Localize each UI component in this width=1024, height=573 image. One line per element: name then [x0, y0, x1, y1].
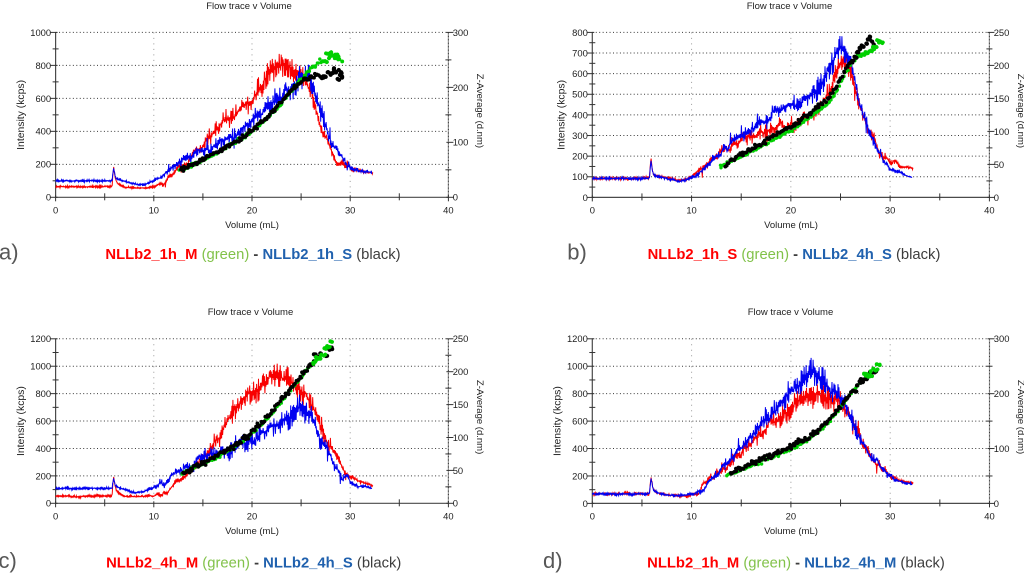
svg-text:200: 200 — [994, 60, 1010, 71]
svg-text:1000: 1000 — [30, 27, 51, 38]
svg-text:20: 20 — [786, 511, 796, 522]
svg-text:250: 250 — [453, 333, 469, 344]
svg-text:800: 800 — [35, 60, 51, 71]
svg-text:10: 10 — [686, 205, 696, 216]
svg-text:Z-Average (d.nm): Z-Average (d.nm) — [1015, 74, 1024, 148]
svg-text:100: 100 — [994, 126, 1010, 137]
svg-text:1000: 1000 — [30, 361, 51, 372]
svg-text:100: 100 — [994, 443, 1010, 454]
svg-text:Flow trace v Volume: Flow trace v Volume — [748, 307, 834, 318]
svg-text:NLLb2_1h_S (green) - NLLb2_4h_: NLLb2_1h_S (green) - NLLb2_4h_S (black) — [648, 247, 941, 263]
svg-text:30: 30 — [345, 511, 355, 522]
svg-text:40: 40 — [443, 205, 453, 216]
svg-text:Intensity (kcps): Intensity (kcps) — [16, 80, 27, 150]
svg-text:30: 30 — [345, 205, 355, 216]
svg-text:20: 20 — [247, 205, 257, 216]
svg-text:10: 10 — [149, 511, 159, 522]
svg-text:200: 200 — [572, 470, 588, 481]
svg-text:Z-Average (d.nm): Z-Average (d.nm) — [474, 74, 485, 148]
svg-text:30: 30 — [885, 205, 895, 216]
svg-text:0: 0 — [53, 205, 58, 216]
svg-text:Volume (mL): Volume (mL) — [225, 220, 279, 231]
svg-text:40: 40 — [984, 205, 994, 216]
svg-text:1200: 1200 — [30, 333, 51, 344]
svg-text:20: 20 — [247, 511, 257, 522]
svg-text:250: 250 — [994, 27, 1010, 38]
svg-text:600: 600 — [35, 93, 51, 104]
svg-text:NLLb2_1h_M (green) - NLLb2_4h_: NLLb2_1h_M (green) - NLLb2_4h_M (black) — [647, 556, 945, 572]
svg-text:Flow trace v Volume: Flow trace v Volume — [747, 1, 833, 12]
svg-text:Volume (mL): Volume (mL) — [764, 526, 818, 537]
svg-text:100: 100 — [572, 171, 588, 182]
svg-text:50: 50 — [994, 159, 1004, 170]
svg-text:100: 100 — [453, 432, 469, 443]
svg-text:0: 0 — [994, 192, 999, 203]
svg-text:0: 0 — [583, 192, 588, 203]
svg-text:10: 10 — [686, 511, 696, 522]
svg-text:0: 0 — [583, 498, 588, 509]
svg-text:300: 300 — [572, 130, 588, 141]
svg-text:200: 200 — [35, 159, 51, 170]
svg-text:20: 20 — [786, 205, 796, 216]
svg-text:200: 200 — [994, 388, 1010, 399]
svg-text:200: 200 — [35, 470, 51, 481]
svg-text:0: 0 — [453, 192, 458, 203]
svg-text:400: 400 — [35, 126, 51, 137]
svg-text:800: 800 — [572, 388, 588, 399]
svg-text:0: 0 — [994, 498, 999, 509]
svg-text:100: 100 — [453, 137, 469, 148]
svg-text:400: 400 — [572, 109, 588, 120]
svg-text:200: 200 — [453, 82, 469, 93]
svg-text:800: 800 — [572, 27, 588, 38]
svg-text:Intensity (kcps): Intensity (kcps) — [553, 386, 564, 456]
svg-text:NLLb2_4h_M (green) - NLLb2_4h_: NLLb2_4h_M (green) - NLLb2_4h_S (black) — [106, 556, 401, 572]
svg-text:Intensity (kcps): Intensity (kcps) — [556, 80, 567, 150]
svg-text:c): c) — [0, 548, 17, 573]
svg-text:800: 800 — [35, 388, 51, 399]
svg-text:0: 0 — [53, 511, 58, 522]
svg-text:150: 150 — [994, 93, 1010, 104]
svg-text:a): a) — [0, 240, 19, 265]
svg-text:1000: 1000 — [567, 361, 588, 372]
svg-text:400: 400 — [572, 443, 588, 454]
svg-text:200: 200 — [572, 151, 588, 162]
svg-text:Z-Average (d.nm): Z-Average (d.nm) — [474, 380, 485, 454]
svg-text:600: 600 — [35, 415, 51, 426]
svg-text:1200: 1200 — [567, 333, 588, 344]
svg-text:40: 40 — [443, 511, 453, 522]
svg-text:0: 0 — [590, 511, 595, 522]
svg-text:10: 10 — [149, 205, 159, 216]
svg-text:400: 400 — [35, 443, 51, 454]
svg-text:0: 0 — [46, 498, 51, 509]
svg-text:Intensity (kcps): Intensity (kcps) — [16, 386, 27, 456]
svg-text:NLLb2_1h_M (green) - NLLb2_1h_: NLLb2_1h_M (green) - NLLb2_1h_S (black) — [105, 247, 400, 263]
svg-text:Z-Average (d.nm): Z-Average (d.nm) — [1015, 380, 1024, 454]
svg-text:Flow trace v Volume: Flow trace v Volume — [206, 1, 292, 12]
svg-text:700: 700 — [572, 47, 588, 58]
svg-text:50: 50 — [453, 465, 463, 476]
svg-text:300: 300 — [453, 27, 469, 38]
svg-text:300: 300 — [994, 333, 1010, 344]
svg-text:0: 0 — [46, 192, 51, 203]
svg-text:0: 0 — [590, 205, 595, 216]
svg-text:40: 40 — [984, 511, 994, 522]
svg-text:Flow trace v Volume: Flow trace v Volume — [208, 307, 294, 318]
svg-text:500: 500 — [572, 89, 588, 100]
svg-text:Volume (mL): Volume (mL) — [225, 526, 279, 537]
svg-text:30: 30 — [885, 511, 895, 522]
svg-text:600: 600 — [572, 68, 588, 79]
svg-text:b): b) — [567, 240, 587, 265]
svg-text:150: 150 — [453, 399, 469, 410]
svg-text:0: 0 — [453, 498, 458, 509]
svg-text:Volume (mL): Volume (mL) — [764, 220, 818, 231]
svg-text:d): d) — [543, 548, 563, 573]
svg-text:200: 200 — [453, 366, 469, 377]
svg-text:600: 600 — [572, 416, 588, 427]
